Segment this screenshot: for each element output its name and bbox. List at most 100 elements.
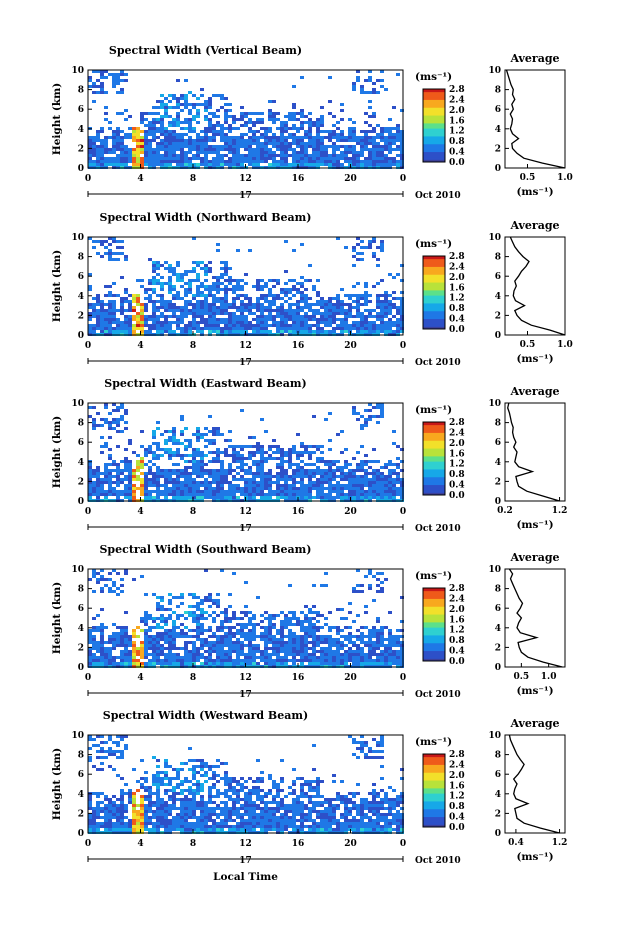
heatmap-cell xyxy=(152,484,156,487)
heatmap-cell xyxy=(144,656,148,659)
heatmap-cell xyxy=(148,614,152,617)
heatmap-cell xyxy=(312,288,316,291)
heatmap-cell xyxy=(344,151,348,154)
colorbar-swatch xyxy=(423,313,445,317)
heatmap-cell xyxy=(220,623,224,626)
heatmap-cell xyxy=(164,475,168,478)
heatmap-cell xyxy=(148,258,152,261)
heatmap-cell xyxy=(236,638,240,641)
heatmap-cell xyxy=(324,418,328,421)
heatmap-cell xyxy=(396,650,400,653)
heatmap-cell xyxy=(88,647,92,650)
heatmap-cell xyxy=(152,454,156,457)
heatmap-cell xyxy=(208,484,212,487)
heatmap-cell xyxy=(224,261,228,264)
heatmap-cell xyxy=(344,475,348,478)
heatmap-cell xyxy=(144,454,148,457)
heatmap-cell xyxy=(140,151,144,154)
heatmap-cell xyxy=(276,112,280,115)
heatmap-cell xyxy=(100,451,104,454)
heatmap-cell xyxy=(96,303,100,306)
heatmap-cell xyxy=(264,318,268,321)
heatmap-cell xyxy=(172,106,176,109)
heatmap-cell xyxy=(292,445,296,448)
heatmap-cell xyxy=(360,330,364,333)
heatmap-cell xyxy=(208,291,212,294)
heatmap-cell xyxy=(120,252,124,255)
heatmap-cell xyxy=(284,496,288,499)
heatmap-cell xyxy=(388,493,392,496)
heatmap-cell xyxy=(340,330,344,333)
heatmap-cell xyxy=(248,662,252,665)
heatmap-cell xyxy=(196,427,200,430)
heatmap-cell xyxy=(352,151,356,154)
heatmap-cell xyxy=(100,85,104,88)
heatmap-cell xyxy=(172,315,176,318)
heatmap-cell xyxy=(324,463,328,466)
heatmap-cell xyxy=(112,623,116,626)
heatmap-cell xyxy=(116,409,120,412)
heatmap-cell xyxy=(124,318,128,321)
heatmap-cell xyxy=(128,469,132,472)
heatmap-cell xyxy=(100,157,104,160)
heatmap-cell xyxy=(100,653,104,656)
colorbar-swatch xyxy=(423,318,445,322)
heatmap-cell xyxy=(380,315,384,318)
heatmap-cell xyxy=(128,466,132,469)
heatmap-cell xyxy=(224,327,228,330)
heatmap-cell xyxy=(348,145,352,148)
heatmap-cell xyxy=(140,481,144,484)
heatmap-cell xyxy=(200,330,204,333)
heatmap-cell xyxy=(304,151,308,154)
heatmap-cell xyxy=(88,463,92,466)
heatmap-cell xyxy=(112,312,116,315)
heatmap-cell xyxy=(168,133,172,136)
heatmap-cell xyxy=(316,484,320,487)
heatmap-cell xyxy=(132,578,136,581)
heatmap-cell xyxy=(216,659,220,662)
heatmap-cell xyxy=(220,154,224,157)
heatmap-cell xyxy=(164,318,168,321)
heatmap-cell xyxy=(176,294,180,297)
heatmap-cell xyxy=(372,415,376,418)
x-tick-label: 4 xyxy=(137,673,143,683)
heatmap-cell xyxy=(356,412,360,415)
heatmap-cell xyxy=(112,282,116,285)
heatmap-cell xyxy=(192,312,196,315)
heatmap-cell xyxy=(144,309,148,312)
heatmap-cell xyxy=(356,76,360,79)
heatmap-cell xyxy=(152,430,156,433)
heatmap-cell xyxy=(204,629,208,632)
heatmap-cell xyxy=(100,659,104,662)
heatmap-cell xyxy=(336,641,340,644)
heatmap-cell xyxy=(252,330,256,333)
heatmap-cell xyxy=(228,430,232,433)
heatmap-cell xyxy=(192,478,196,481)
heatmap-cell xyxy=(376,472,380,475)
heatmap-cell xyxy=(100,487,104,490)
heatmap-cell xyxy=(372,635,376,638)
heatmap-cell xyxy=(172,653,176,656)
heatmap-cell xyxy=(396,127,400,130)
heatmap-cell xyxy=(100,608,104,611)
heatmap-cell xyxy=(224,617,228,620)
heatmap-cell xyxy=(396,445,400,448)
heatmap-cell xyxy=(360,635,364,638)
heatmap-cell xyxy=(144,493,148,496)
heatmap-cell xyxy=(168,157,172,160)
heatmap-cell xyxy=(268,303,272,306)
heatmap-cell xyxy=(308,493,312,496)
heatmap-cell xyxy=(396,629,400,632)
heatmap-cell xyxy=(208,656,212,659)
heatmap-cell xyxy=(356,252,360,255)
heatmap-cell xyxy=(176,79,180,82)
heatmap-cell xyxy=(328,139,332,142)
heatmap-cell xyxy=(240,306,244,309)
heatmap-cell xyxy=(236,324,240,327)
heatmap-cell xyxy=(280,611,284,614)
heatmap-cell xyxy=(376,647,380,650)
heatmap-cell xyxy=(260,303,264,306)
heatmap-cell xyxy=(248,127,252,130)
heatmap-cell xyxy=(224,148,228,151)
heatmap-cell xyxy=(132,659,136,662)
